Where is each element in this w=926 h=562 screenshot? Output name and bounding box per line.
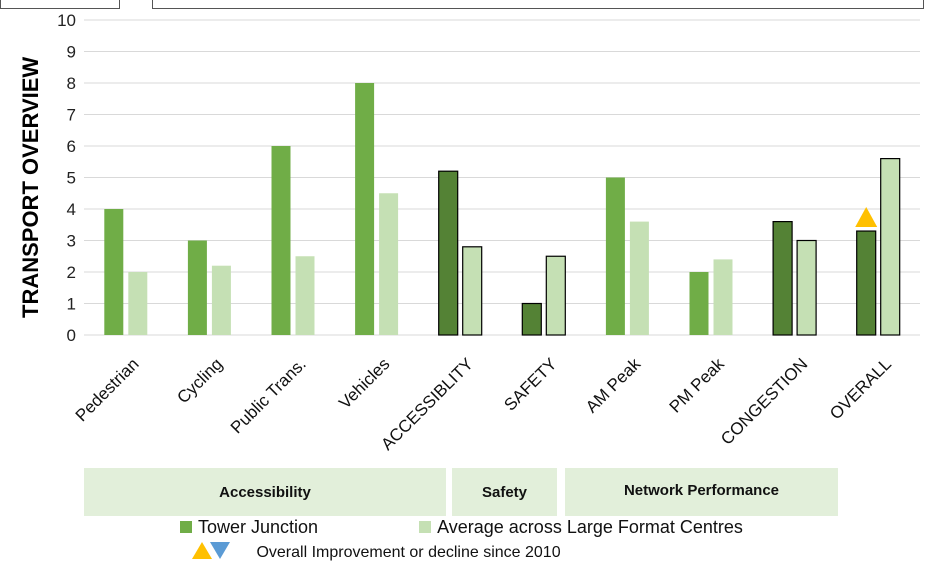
x-category-label: OVERALL: [826, 354, 895, 423]
bar-average-9: [880, 158, 901, 336]
bar-average-2: [295, 256, 315, 335]
bar-tower-junction-2: [271, 146, 291, 335]
x-category-label: ACCESSIBLITY: [377, 354, 477, 454]
gridlines: [84, 19, 920, 336]
legend-item-series2: Average across Large Format Centres: [419, 517, 743, 537]
cropped-frame-left: [0, 0, 120, 9]
group-safety: Safety: [452, 468, 557, 516]
legend-marker-note: Overall Improvement or decline since 201…: [190, 540, 561, 562]
bar-average-1: [211, 265, 231, 335]
y-tick-label: 0: [67, 326, 76, 345]
group-safety-label: Safety: [481, 483, 528, 501]
legend-swatch-series1: [180, 521, 192, 533]
triangle-down-icon: [210, 542, 230, 559]
group-network-label: Network Performance: [623, 482, 780, 499]
x-category-labels: Pedestrian Cycling Public Trans. VehiclesAC…: [72, 354, 895, 454]
bar-tower-junction-3: [355, 83, 375, 335]
annotation-markers: [855, 207, 878, 228]
legend-swatch-series2: [419, 521, 432, 533]
bar-tower-junction-7: [689, 272, 709, 335]
triangle-up-icon: [192, 542, 212, 559]
bar-average-5: [545, 255, 566, 336]
group-network-performance: Network Performance: [565, 468, 838, 516]
improvement-triangle-marker: [855, 207, 878, 228]
x-category-label: Public Trans.: [227, 354, 310, 437]
x-category-label: Pedestrian: [72, 354, 143, 425]
transport-overview-chart: 0 1 2 3 4 5 6 7 8 9 10 Pedestrian Cycling Public Tra…: [18, 11, 920, 454]
y-tick-label: 5: [67, 169, 76, 188]
x-category-label: PM Peak: [666, 354, 729, 417]
bar-tower-junction-9: [856, 230, 877, 336]
bar-tower-junction-6: [605, 177, 625, 335]
bar-average-3: [379, 193, 399, 335]
bar-tower-junction-4: [438, 170, 459, 336]
cropped-frame-right: [152, 0, 924, 9]
x-category-label: AM Peak: [582, 354, 645, 417]
bar-average-4: [462, 246, 483, 336]
y-tick-label: 9: [67, 43, 76, 62]
legend: Tower Junction Average across Large Form…: [180, 517, 743, 538]
triangle-up-down-icon: [192, 542, 230, 559]
group-accessibility-label: Accessibility: [219, 483, 311, 501]
bar-tower-junction-5: [521, 302, 542, 336]
legend-item-series1: Tower Junction: [180, 517, 323, 537]
y-tick-labels: 0 1 2 3 4 5 6 7 8 9 10: [57, 11, 76, 345]
bar-tower-junction-1: [187, 240, 207, 335]
group-accessibility: Accessibility: [84, 468, 446, 516]
y-tick-label: 6: [67, 137, 76, 156]
legend-label-series2: Average across Large Format Centres: [437, 517, 743, 537]
x-category-label: Cycling: [173, 354, 226, 407]
y-tick-label: 2: [67, 263, 76, 282]
y-tick-label: 3: [67, 232, 76, 251]
y-tick-label: 4: [67, 200, 76, 219]
y-tick-label: 10: [57, 11, 76, 30]
marker-note-text: Overall Improvement or decline since 201…: [256, 544, 561, 561]
legend-label-series1: Tower Junction: [198, 517, 319, 537]
y-tick-label: 1: [67, 295, 76, 314]
y-tick-label: 8: [67, 74, 76, 93]
y-axis-title: TRANSPORT OVERVIEW: [18, 57, 43, 318]
bars: [104, 83, 901, 336]
y-tick-label: 7: [67, 106, 76, 125]
x-category-label: SAFETY: [500, 354, 560, 414]
x-category-label: Vehicles: [335, 354, 393, 412]
bar-average-7: [713, 259, 733, 335]
bar-average-6: [629, 221, 649, 335]
bar-average-8: [796, 239, 817, 336]
bar-tower-junction-0: [104, 209, 124, 335]
x-category-label: CONGESTION: [717, 354, 811, 448]
bar-average-0: [128, 272, 148, 335]
bar-tower-junction-8: [772, 221, 793, 336]
